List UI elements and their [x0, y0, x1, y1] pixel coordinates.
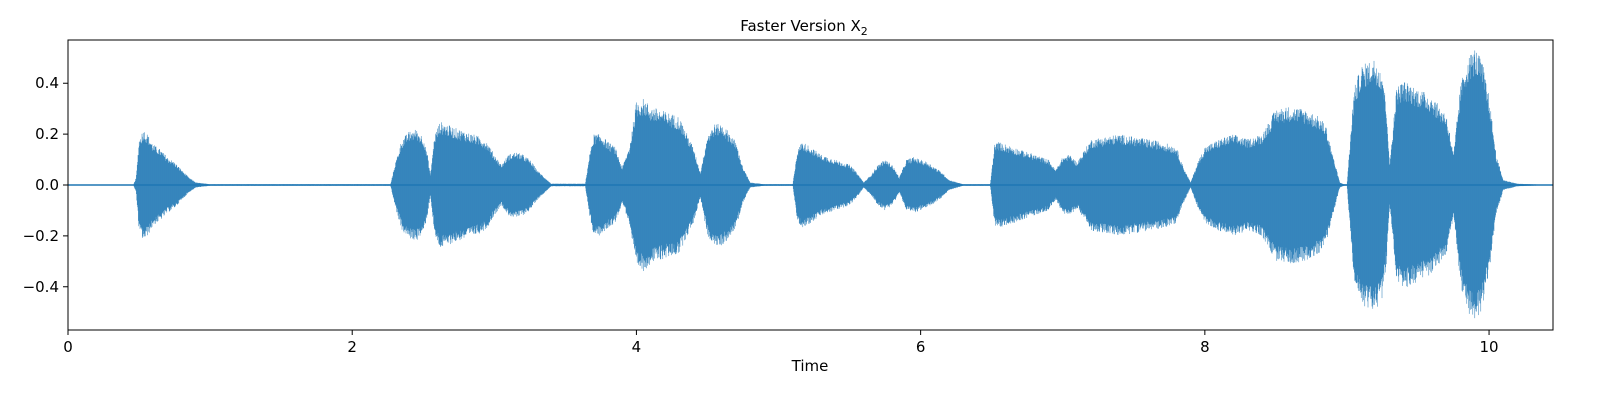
x-tick-label: 6	[916, 338, 926, 356]
x-axis-label: Time	[791, 357, 829, 375]
x-tick-label: 8	[1200, 338, 1210, 356]
chart-title-subscript: 2	[861, 25, 868, 38]
waveform-series	[68, 50, 1554, 319]
y-axis-ticks: −0.4 −0.2 0.0 0.2 0.4	[23, 74, 68, 296]
y-tick-label: 0.2	[35, 125, 59, 143]
x-tick-label: 4	[632, 338, 642, 356]
y-tick-label: −0.2	[23, 227, 59, 245]
chart-title: Faster Version X2	[740, 17, 868, 38]
x-tick-label: 0	[63, 338, 73, 356]
x-tick-label: 2	[347, 338, 357, 356]
x-axis-ticks: 0 2 4 6 8 10	[63, 330, 1499, 356]
y-tick-label: 0.0	[35, 176, 59, 194]
y-tick-label: −0.4	[23, 278, 59, 296]
y-tick-label: 0.4	[35, 74, 59, 92]
x-tick-label: 10	[1480, 338, 1499, 356]
